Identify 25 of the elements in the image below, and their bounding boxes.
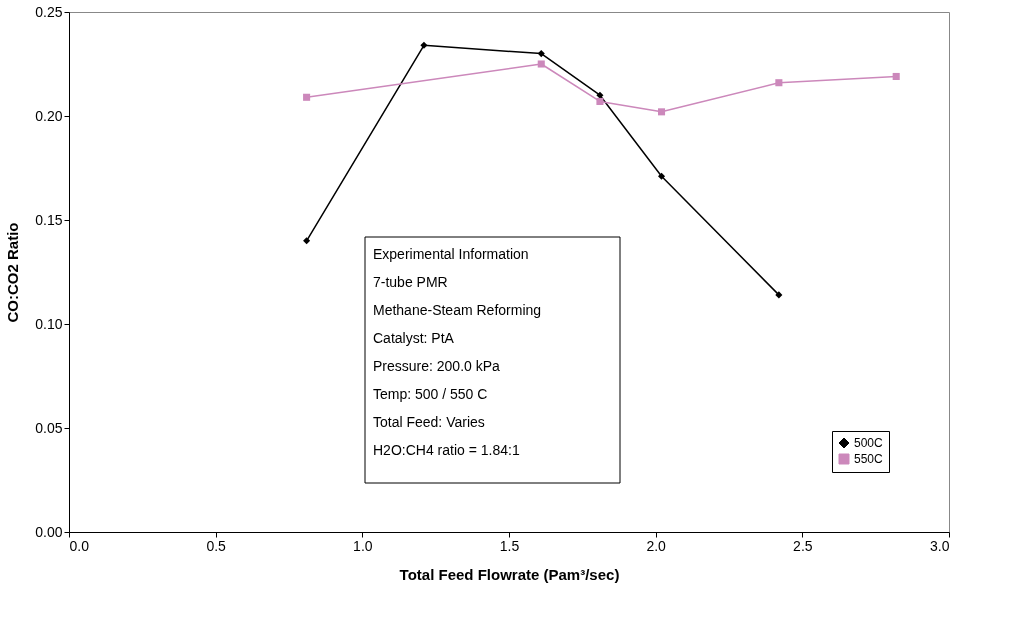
annotation: Pressure: 200.0 kPa: [373, 358, 501, 374]
annotation: Temp: 500 / 550 C: [373, 386, 488, 402]
x-tick-label: 3.0: [930, 537, 950, 554]
y-tick-label: 0.25: [35, 3, 63, 20]
annotation: H2O:CH4 ratio = 1.84:1: [373, 442, 520, 458]
x-tick-label: 0.5: [206, 537, 227, 554]
legend-label: 550C: [854, 452, 884, 466]
x-axis-title: Total Feed Flowrate (Pam³/sec): [399, 565, 620, 583]
x-tick-label: 1.0: [353, 537, 373, 554]
x-tick-label: 2.0: [646, 537, 667, 554]
x-tick-label: 1.5: [499, 537, 520, 554]
y-tick-label: 0.10: [35, 315, 63, 332]
annotation: 7-tube PMR: [373, 274, 448, 290]
y-tick-label: 0.20: [35, 107, 63, 124]
annotation: Total Feed: Varies: [373, 414, 485, 430]
annotation: Methane-Steam Reforming: [373, 302, 542, 318]
annotation: Catalyst: PtA: [373, 330, 455, 346]
x-tick-label: 0.0: [69, 537, 90, 554]
x-tick-label: 2.5: [793, 537, 813, 554]
annotation: Experimental Information: [373, 246, 529, 262]
y-tick-label: 0.15: [35, 211, 63, 228]
y-tick-label: 0.00: [35, 523, 63, 540]
y-axis-title: CO:CO2 Ratio: [4, 222, 22, 323]
y-tick-label: 0.05: [35, 419, 63, 436]
legend-label: 500C: [854, 436, 884, 450]
